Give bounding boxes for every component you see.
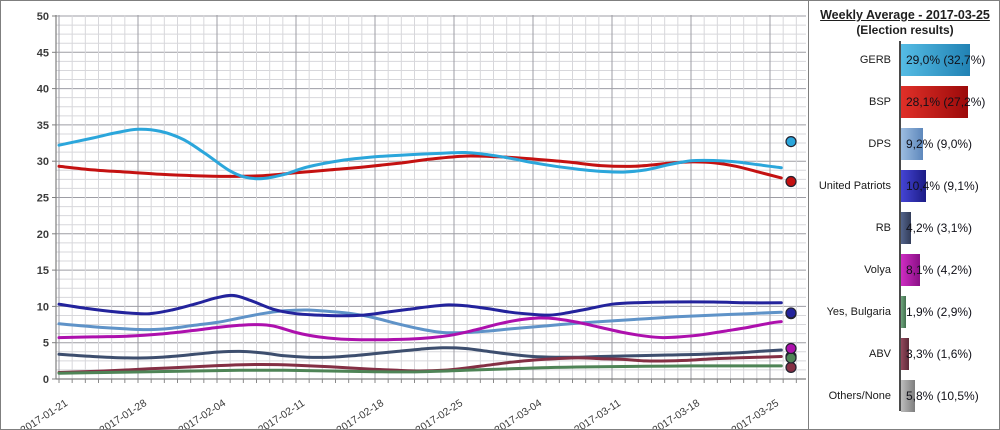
election-dot-united-patriots [785,307,797,319]
series-line-bsp [57,154,783,180]
legend-party-label: Volya [864,264,891,276]
y-tick-label: 40 [37,84,49,96]
legend-bar [901,170,926,202]
y-axis-labels: 0 5 10 15 20 25 30 35 40 45 50 [37,11,56,386]
election-dot-volya [785,342,797,355]
election-dot-gerb [785,135,797,148]
series-lines [57,127,783,375]
legend-bar [901,86,968,118]
legend-bar-area: 9,2% (9,0%) [899,128,996,160]
legend-party-label: RB [875,222,891,234]
legend-bar-area: 3,3% (1,6%) [899,338,996,370]
legend-bar-area: 28,1% (27,2%) [899,86,996,118]
legend-value: 9,2% (9,0%) [906,137,973,151]
legend-bar [901,380,915,412]
chart-area: 0 5 10 15 20 25 30 35 40 45 50 2017-01-21 2017-01-28… [1,1,808,429]
x-tick-label: 2017-01-28 [97,397,149,429]
legend-value: 10,4% (9,1%) [906,179,979,193]
gridlines [56,15,806,383]
legend-bar-area: 5,8% (10,5%) [899,380,996,412]
y-tick-label: 25 [37,193,49,205]
legend-value: 3,3% (1,6%) [906,347,973,361]
election-result-dots [785,135,797,373]
y-tick-label: 10 [37,301,49,313]
legend-bar [901,338,909,370]
legend-row: United Patriots 10,4% (9,1%) [814,170,996,202]
legend-subtitle: (Election results) [856,23,954,37]
x-tick-label: 2017-03-04 [492,397,544,429]
legend-bar-area: 1,9% (2,9%) [899,296,996,328]
x-tick-label: 2017-01-21 [18,397,70,429]
x-tick-label: 2017-02-18 [334,397,386,429]
legend-bar [901,296,906,328]
x-axis-labels: 2017-01-21 2017-01-28 2017-02-04 2017-02-11… [18,397,781,429]
y-tick-label: 50 [37,11,49,23]
legend-bar-area: 10,4% (9,1%) [899,170,996,202]
legend-row: Yes, Bulgaria 1,9% (2,9%) [814,296,996,328]
x-tick-label: 2017-02-11 [256,397,307,429]
legend-row: Others/None 5,8% (10,5%) [814,380,996,412]
legend-party-label: ABV [868,348,891,360]
legend-row: BSP 28,1% (27,2%) [814,86,996,118]
x-tick-label: 2017-03-11 [572,397,623,429]
legend-row: ABV 3,3% (1,6%) [814,338,996,370]
series-line-united-patriots [57,293,783,318]
legend-value: 4,2% (3,1%) [906,221,973,235]
legend-rows: GERB 29,0% (32,7%) BSP 28,1% (27,2%) DPS 9,2%… [814,41,996,412]
x-tick-label: 2017-02-04 [176,397,228,429]
y-tick-label: 30 [37,156,49,168]
legend-row: RB 4,2% (3,1%) [814,212,996,244]
legend-bar [901,128,923,160]
legend-party-label: GERB [859,54,891,66]
x-tick-label: 2017-03-25 [729,397,781,429]
series-line-yes-bulgaria [57,364,783,375]
x-tick-label: 2017-02-25 [413,397,465,429]
poll-line-chart: 0 5 10 15 20 25 30 35 40 45 50 2017-01-21 2017-01-28… [18,11,806,429]
y-tick-label: 5 [43,338,49,350]
legend-value: 1,9% (2,9%) [906,305,973,319]
legend-party-label: Others/None [828,390,891,402]
series-line-dps [57,308,783,335]
legend-row: DPS 9,2% (9,0%) [814,128,996,160]
series-line-volya [57,316,783,342]
legend-value: 5,8% (10,5%) [906,389,979,403]
legend-value: 28,1% (27,2%) [906,95,986,109]
legend-value: 8,1% (4,2%) [906,263,973,277]
legend-party-label: United Patriots [818,180,891,192]
legend-bar-area: 4,2% (3,1%) [899,212,996,244]
legend-party-label: Yes, Bulgaria [826,306,891,318]
y-tick-label: 20 [37,229,49,241]
legend-bar-area: 29,0% (32,7%) [899,44,996,76]
legend-row: Volya 8,1% (4,2%) [814,254,996,286]
election-dot-bsp [785,175,797,188]
y-tick-label: 35 [37,120,49,132]
series-line-abv [57,355,783,374]
y-tick-label: 15 [37,265,49,277]
legend-party-label: BSP [868,96,891,108]
series-line-rb [57,346,783,360]
x-tick-label: 2017-03-18 [650,397,702,429]
election-dot-abv [785,361,797,373]
legend-bar [901,212,911,244]
legend-title: Weekly Average - 2017-03-25 [820,8,990,22]
legend-party-label: DPS [868,138,891,150]
election-dot-yes-bulgaria [785,352,797,364]
legend-value: 29,0% (32,7%) [906,53,986,67]
legend-bar-area: 8,1% (4,2%) [899,254,996,286]
legend-bar [901,44,970,76]
legend-panel: Weekly Average - 2017-03-25 (Election re… [808,1,999,429]
legend-bar [901,254,921,286]
y-tick-label: 0 [43,374,49,386]
series-line-gerb [57,127,783,181]
legend-row: GERB 29,0% (32,7%) [814,44,996,76]
y-tick-label: 45 [37,47,49,59]
